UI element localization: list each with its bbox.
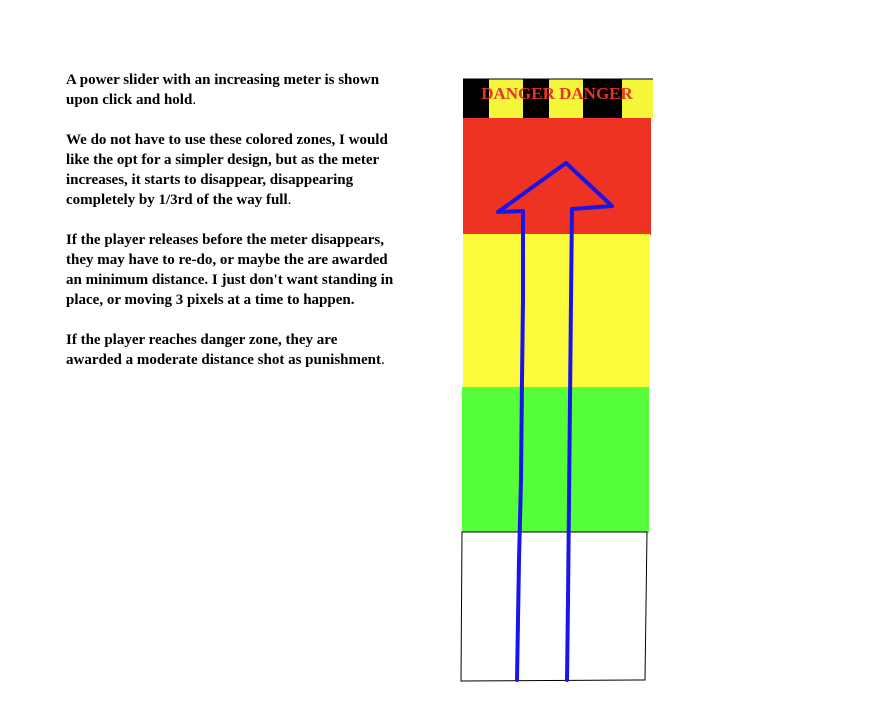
- danger-label: DANGER DANGER: [481, 84, 633, 103]
- note-1-text: A power slider with an increasing meter …: [66, 72, 380, 108]
- note-2-text: We do not have to use these colored zone…: [66, 132, 388, 208]
- note-paragraph-1: A power slider with an increasing meter …: [66, 70, 396, 110]
- danger-stripe: [463, 79, 489, 119]
- note-4-text: If the player reaches danger zone, they …: [66, 332, 382, 368]
- note-1-tail: .: [192, 92, 197, 108]
- note-3-tail: . I just don't want standing in place, o…: [66, 272, 394, 308]
- green-zone: [462, 387, 649, 533]
- yellow-zone: [463, 234, 650, 388]
- note-paragraph-2: We do not have to use these colored zone…: [66, 130, 396, 210]
- danger-stripe: [583, 79, 622, 119]
- red-zone: [463, 118, 651, 235]
- danger-stripe: [523, 79, 549, 119]
- note-3-text: If the player releases before the meter …: [66, 232, 388, 288]
- empty-zone: [460, 531, 648, 682]
- note-2-tail: .: [287, 192, 292, 208]
- note-paragraph-3: If the player releases before the meter …: [66, 230, 396, 310]
- up-arrow-icon: [496, 161, 614, 682]
- note-paragraph-4: If the player reaches danger zone, they …: [66, 330, 396, 370]
- note-4-tail: .: [381, 352, 385, 368]
- notes-text: A power slider with an increasing meter …: [66, 70, 396, 390]
- danger-zone: DANGER DANGER: [463, 78, 653, 119]
